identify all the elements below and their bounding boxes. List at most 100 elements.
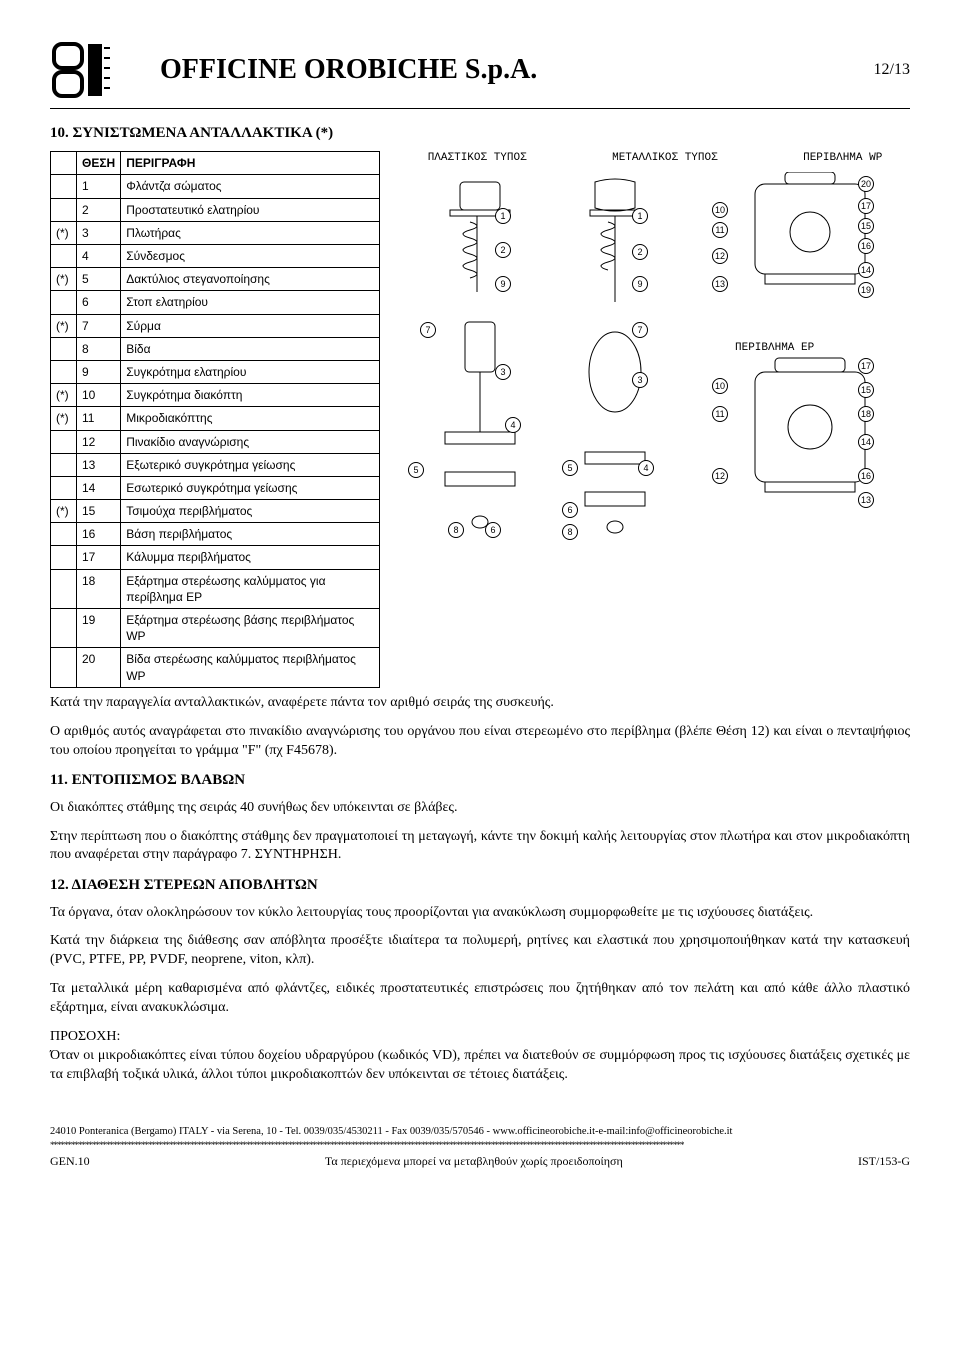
callout: 15 — [858, 382, 874, 398]
cell-desc: Εξωτερικό συγκρότημα γείωσης — [121, 453, 380, 476]
cell-star — [51, 476, 77, 499]
cell-star — [51, 291, 77, 314]
table-row: 9Συγκρότημα ελατηρίου — [51, 360, 380, 383]
section-11-heading: 11. ΕΝΤΟΠΙΣΜΟΣ ΒΛΑΒΩΝ — [50, 770, 910, 790]
cell-pos: 18 — [77, 569, 121, 608]
section-10-heading: 10. ΣΥΝΙΣΤΩΜΕΝΑ ΑΝΤΑΛΛΑΚΤΙΚΑ (*) — [50, 123, 910, 143]
table-row: 2Προστατευτικό ελατηρίου — [51, 198, 380, 221]
diagram-label-plastic: ΠΛΑΣΤΙΚΟΣ ΤΥΠΟΣ — [428, 151, 527, 166]
cell-star: (*) — [51, 221, 77, 244]
callout: 8 — [562, 524, 578, 540]
callout: 3 — [495, 364, 511, 380]
cell-desc: Κάλυμμα περιβλήματος — [121, 546, 380, 569]
cell-pos: 7 — [77, 314, 121, 337]
table-row: 1Φλάντζα σώματος — [51, 175, 380, 198]
diagram-label-ep-inline: ΠΕΡΙΒΛΗΜΑ EP — [735, 342, 815, 354]
cell-star: (*) — [51, 407, 77, 430]
callout: 14 — [858, 262, 874, 278]
callout: 1 — [495, 208, 511, 224]
table-row: 4Σύνδεσμος — [51, 245, 380, 268]
table-row: (*)10Συγκρότημα διακόπτη — [51, 384, 380, 407]
footer-separator: ****************************************… — [50, 1139, 910, 1151]
table-row: (*)5Δακτύλιος στεγανοποίησης — [51, 268, 380, 291]
cell-pos: 13 — [77, 453, 121, 476]
table-row: 13Εξωτερικό συγκρότημα γείωσης — [51, 453, 380, 476]
footer-center: Τα περιεχόμενα μπορεί να μεταβληθούν χωρ… — [325, 1153, 623, 1169]
callout: 9 — [632, 276, 648, 292]
col-header-desc: ΠΕΡΙΓΡΑΦΗ — [121, 152, 380, 175]
cell-pos: 4 — [77, 245, 121, 268]
footer-address: 24010 Ponteranica (Bergamo) ITALY - via … — [50, 1125, 910, 1139]
callout: 3 — [632, 372, 648, 388]
callout: 2 — [632, 244, 648, 260]
cell-desc: Στοπ ελατηρίου — [121, 291, 380, 314]
callout: 11 — [712, 222, 728, 238]
page-header: OFFICINE OROBICHE S.p.A. 12/13 — [50, 40, 910, 109]
parts-and-diagram-block: ΘΕΣΗ ΠΕΡΙΓΡΑΦΗ 1Φλάντζα σώματος2Προστατε… — [50, 151, 910, 688]
callout: 18 — [858, 406, 874, 422]
cell-star — [51, 453, 77, 476]
parts-table: ΘΕΣΗ ΠΕΡΙΓΡΑΦΗ 1Φλάντζα σώματος2Προστατε… — [50, 151, 380, 688]
cell-star: (*) — [51, 268, 77, 291]
callout: 6 — [562, 502, 578, 518]
cell-star — [51, 360, 77, 383]
table-row: 20Βίδα στερέωσης καλύμματος περιβλήματος… — [51, 648, 380, 687]
cell-star — [51, 430, 77, 453]
callout: 7 — [632, 322, 648, 338]
cell-pos: 10 — [77, 384, 121, 407]
cell-desc: Πλωτήρας — [121, 221, 380, 244]
page-footer: 24010 Ponteranica (Bergamo) ITALY - via … — [50, 1125, 910, 1170]
callout: 19 — [858, 282, 874, 298]
cell-pos: 11 — [77, 407, 121, 430]
para-12b: Κατά την διάρκεια της διάθεσης σαν απόβλ… — [50, 932, 910, 970]
callout: 10 — [712, 202, 728, 218]
table-row: 14Εσωτερικό συγκρότημα γείωσης — [51, 476, 380, 499]
callout: 5 — [408, 462, 424, 478]
callout: 11 — [712, 406, 728, 422]
table-row: 6Στοπ ελατηρίου — [51, 291, 380, 314]
col-header-blank — [51, 152, 77, 175]
cell-desc: Τσιμούχα περιβλήματος — [121, 500, 380, 523]
cell-star — [51, 609, 77, 648]
cell-star — [51, 175, 77, 198]
cell-pos: 9 — [77, 360, 121, 383]
table-row: (*)7Σύρμα — [51, 314, 380, 337]
callout: 17 — [858, 198, 874, 214]
cell-pos: 20 — [77, 648, 121, 687]
cell-star: (*) — [51, 500, 77, 523]
cell-star: (*) — [51, 314, 77, 337]
cell-pos: 5 — [77, 268, 121, 291]
callout: 13 — [712, 276, 728, 292]
callout: 9 — [495, 276, 511, 292]
cell-desc: Προστατευτικό ελατηρίου — [121, 198, 380, 221]
para-12d: Όταν οι μικροδιακόπτες είναι τύπου δοχεί… — [50, 1047, 910, 1085]
callout: 16 — [858, 238, 874, 254]
cell-desc: Συγκρότημα διακόπτη — [121, 384, 380, 407]
cell-pos: 19 — [77, 609, 121, 648]
cell-pos: 16 — [77, 523, 121, 546]
callout: 4 — [638, 460, 654, 476]
table-row: 8Βίδα — [51, 337, 380, 360]
diagram-label-metal: ΜΕΤΑΛΛΙΚΟΣ ΤΥΠΟΣ — [612, 151, 718, 166]
callout: 15 — [858, 218, 874, 234]
table-row: 17Κάλυμμα περιβλήματος — [51, 546, 380, 569]
callout: 4 — [505, 417, 521, 433]
footer-right: IST/153-G — [858, 1153, 910, 1169]
callout: 8 — [448, 522, 464, 538]
cell-desc: Πινακίδιο αναγνώρισης — [121, 430, 380, 453]
cell-star — [51, 198, 77, 221]
cell-desc: Βάση περιβλήματος — [121, 523, 380, 546]
callout: 10 — [712, 378, 728, 394]
section-12-heading: 12. ΔΙΑΘΕΣΗ ΣΤΕΡΕΩΝ ΑΠΟΒΛΗΤΩΝ — [50, 875, 910, 895]
company-logo — [50, 40, 130, 100]
cell-desc: Εξάρτημα στερέωσης καλύμματος για περίβλ… — [121, 569, 380, 608]
para-12a: Τα όργανα, όταν ολοκληρώσουν τον κύκλο λ… — [50, 904, 910, 923]
diagram-area: ΠΛΑΣΤΙΚΟΣ ΤΥΠΟΣ ΜΕΤΑΛΛΙΚΟΣ ΤΥΠΟΣ ΠΕΡΙΒΛΗ… — [400, 151, 910, 612]
cell-desc: Βίδα — [121, 337, 380, 360]
cell-pos: 3 — [77, 221, 121, 244]
cell-pos: 2 — [77, 198, 121, 221]
cell-star — [51, 569, 77, 608]
cell-desc: Συγκρότημα ελατηρίου — [121, 360, 380, 383]
table-row: (*)11Μικροδιακόπτης — [51, 407, 380, 430]
cell-star — [51, 245, 77, 268]
